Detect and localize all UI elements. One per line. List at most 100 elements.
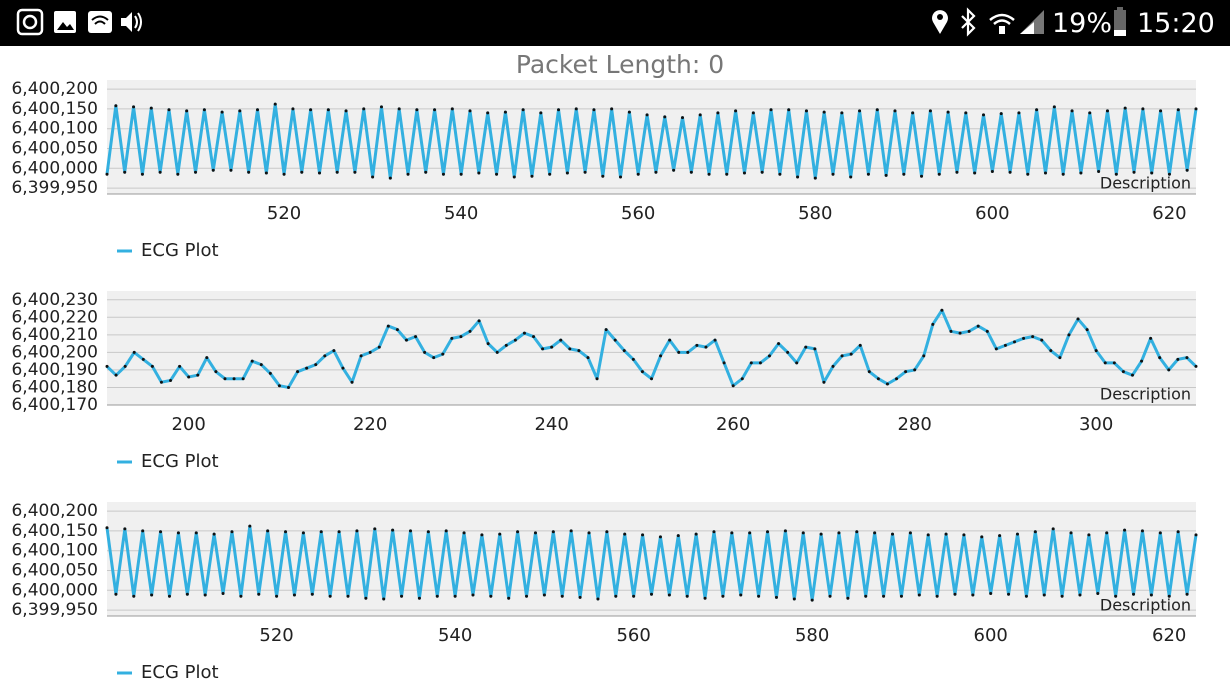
data-point (132, 105, 136, 109)
data-point (828, 594, 832, 598)
data-point (268, 371, 272, 375)
data-point (450, 107, 454, 111)
data-point (1194, 107, 1198, 111)
data-point (489, 594, 493, 598)
data-point (849, 175, 853, 179)
y-tick-label: 6,400,000 (11, 158, 98, 178)
data-point (444, 529, 448, 533)
data-point (1087, 533, 1091, 537)
data-point (239, 594, 243, 598)
data-point (592, 108, 596, 112)
data-point (1076, 317, 1080, 321)
data-point (406, 172, 410, 176)
data-point (613, 338, 617, 342)
data-point (1167, 368, 1171, 372)
data-point (730, 531, 734, 535)
data-point (337, 530, 341, 534)
data-point (1141, 107, 1145, 111)
data-point (971, 593, 975, 597)
data-point (1007, 592, 1011, 596)
data-point (300, 170, 304, 174)
data-point (568, 347, 572, 351)
data-point (1024, 594, 1028, 598)
data-point (150, 593, 154, 597)
data-point (305, 366, 309, 370)
x-tick-label: 260 (716, 414, 750, 435)
data-point (795, 361, 799, 365)
data-point (1149, 593, 1153, 597)
data-point (913, 368, 917, 372)
data-point (587, 531, 591, 535)
data-point (840, 354, 844, 358)
data-point (257, 592, 261, 596)
data-point (1078, 593, 1082, 597)
y-tick-label: 6,400,150 (11, 99, 98, 119)
data-point (185, 592, 189, 596)
y-tick-label: 6,400,170 (11, 395, 98, 415)
data-point (441, 352, 445, 356)
data-point (194, 170, 198, 174)
data-point (123, 364, 127, 368)
data-point (314, 363, 318, 367)
data-point (386, 324, 390, 328)
data-point (899, 594, 903, 598)
data-point (414, 335, 418, 339)
data-point (471, 593, 475, 597)
y-tick-label: 6,400,200 (11, 79, 98, 99)
data-point (1052, 105, 1056, 109)
data-point (685, 594, 689, 598)
data-point (875, 108, 879, 112)
data-point (328, 594, 332, 598)
data-point (973, 171, 977, 175)
data-point (767, 354, 771, 358)
data-point (1132, 592, 1136, 596)
x-tick-label: 580 (795, 625, 829, 646)
battery-icon (1114, 7, 1126, 36)
data-point (202, 108, 206, 112)
data-point (400, 594, 404, 598)
data-point (659, 354, 663, 358)
data-point (1158, 531, 1162, 535)
data-point (132, 594, 136, 598)
data-point (397, 107, 401, 111)
system-icons (932, 7, 1044, 37)
data-point (223, 377, 227, 381)
data-point (480, 533, 484, 537)
data-point (1017, 111, 1021, 115)
data-point (1097, 169, 1101, 173)
data-point (1094, 349, 1098, 353)
data-point (565, 171, 569, 175)
data-point (650, 592, 653, 596)
data-point (291, 107, 295, 111)
data-point (353, 170, 357, 174)
data-point (344, 109, 348, 113)
data-point (676, 534, 680, 538)
data-point (373, 527, 377, 531)
data-point (377, 345, 381, 349)
data-point (140, 172, 144, 176)
data-point (273, 102, 277, 106)
description: Description (1100, 385, 1191, 404)
data-point (441, 172, 445, 176)
x-tick-label: 600 (974, 625, 1008, 646)
data-point (819, 532, 823, 536)
data-point (703, 596, 707, 600)
data-point (994, 347, 998, 351)
data-point (953, 592, 957, 596)
data-point (623, 532, 627, 536)
data-point (194, 531, 198, 535)
data-point (114, 104, 118, 108)
data-point (105, 364, 109, 368)
data-point (548, 172, 552, 176)
data-point (486, 342, 490, 346)
data-point (532, 335, 536, 339)
data-point (1043, 171, 1047, 175)
data-point (167, 108, 171, 112)
data-point (778, 172, 782, 176)
data-point (792, 597, 796, 601)
data-point (149, 106, 153, 110)
data-point (1105, 531, 1109, 535)
data-point (158, 170, 162, 174)
data-point (332, 349, 336, 353)
data-point (141, 529, 145, 533)
